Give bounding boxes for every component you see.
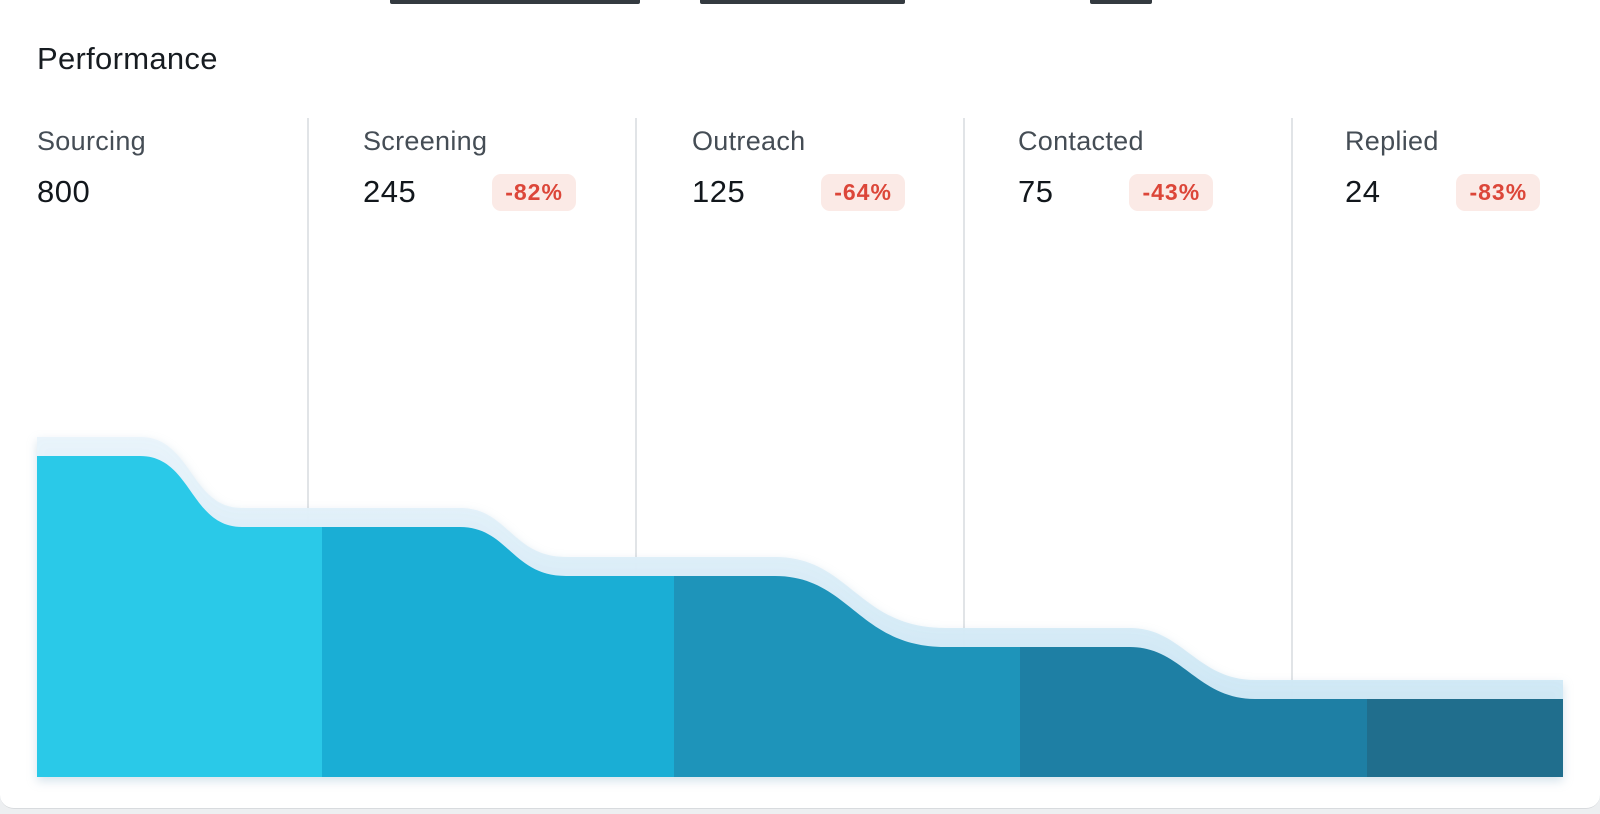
stage-column-contacted: Contacted 75 -43% xyxy=(1018,124,1318,212)
stage-value-row: 800 xyxy=(37,172,337,212)
top-edge-artifact xyxy=(1090,0,1152,4)
stage-label: Sourcing xyxy=(37,126,146,156)
stage-value: 75 xyxy=(1018,174,1054,209)
stage-label: Screening xyxy=(363,126,488,156)
stage-value-row: 24 -83% xyxy=(1345,172,1600,212)
stage-delta-badge: -43% xyxy=(1129,173,1214,211)
stage-column-sourcing: Sourcing 800 xyxy=(37,124,337,212)
stage-label: Outreach xyxy=(692,126,806,156)
stage-value-row: 75 -43% xyxy=(1018,172,1318,212)
funnel-segment-screening[interactable] xyxy=(322,430,674,780)
stage-value-row: 125 -64% xyxy=(692,172,992,212)
stage-value: 24 xyxy=(1345,174,1381,209)
stage-delta-badge: -83% xyxy=(1456,173,1541,211)
funnel-body xyxy=(37,430,1563,780)
funnel-segment-replied[interactable] xyxy=(1367,430,1563,780)
funnel-segment-sourcing[interactable] xyxy=(37,430,322,780)
stage-delta-badge: -82% xyxy=(492,173,576,211)
stage-label: Replied xyxy=(1345,126,1439,156)
funnel-segment-outreach[interactable] xyxy=(674,430,1020,780)
stage-column-screening: Screening 245 -82% xyxy=(363,124,663,212)
funnel-segment-contacted[interactable] xyxy=(1020,430,1367,780)
stage-value: 800 xyxy=(37,174,91,209)
page-title: Performance xyxy=(37,41,218,76)
stage-value: 245 xyxy=(363,174,417,209)
top-edge-artifact xyxy=(700,0,905,4)
stage-value: 125 xyxy=(692,174,746,209)
stage-value-row: 245 -82% xyxy=(363,172,663,212)
stage-delta-badge: -64% xyxy=(821,173,905,211)
stage-label: Contacted xyxy=(1018,126,1144,156)
stage-column-replied: Replied 24 -83% xyxy=(1345,124,1600,212)
stage-column-outreach: Outreach 125 -64% xyxy=(692,124,992,212)
top-edge-artifact xyxy=(390,0,640,4)
